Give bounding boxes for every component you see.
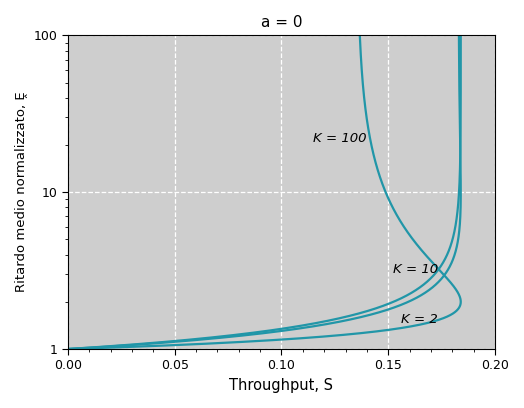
- X-axis label: Throughput, S: Throughput, S: [230, 378, 333, 393]
- Text: K = 100: K = 100: [313, 132, 367, 145]
- Text: K = 2: K = 2: [401, 313, 438, 326]
- Title: a = 0: a = 0: [261, 15, 302, 30]
- Text: K = 10: K = 10: [392, 263, 438, 276]
- Y-axis label: Ritardo medio normalizzato, Ḙ: Ritardo medio normalizzato, Ḙ: [15, 92, 28, 293]
